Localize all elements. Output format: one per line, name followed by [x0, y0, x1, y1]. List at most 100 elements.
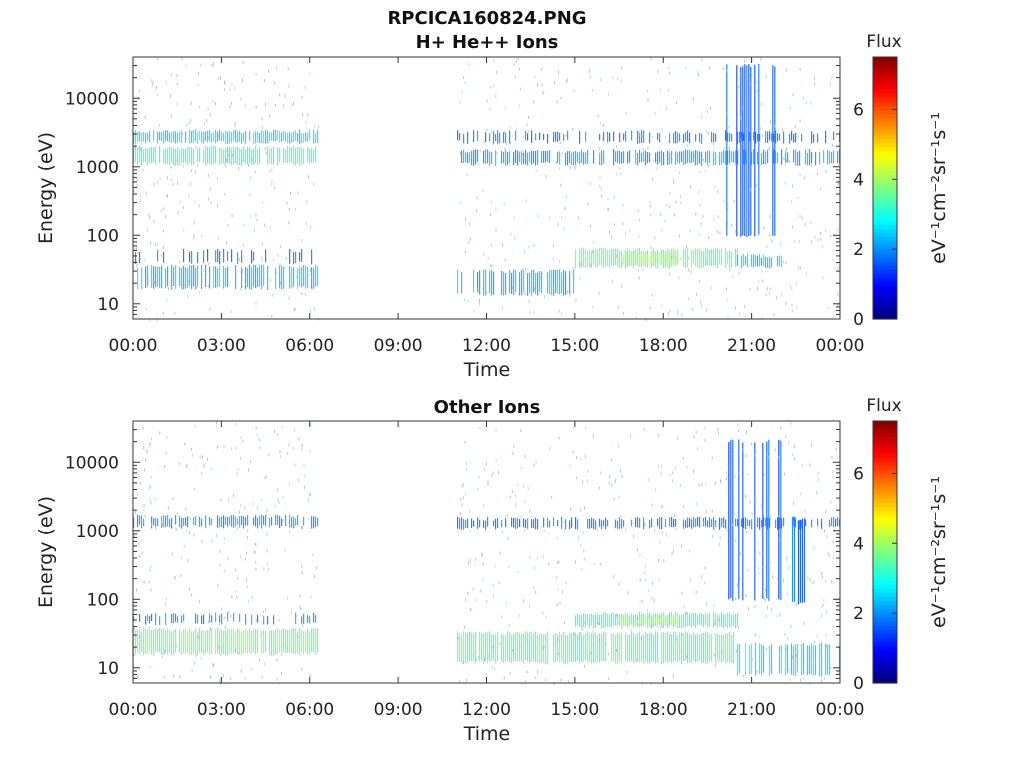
- heatmap-cell: [133, 627, 135, 631]
- heatmap-cell: [752, 657, 754, 661]
- heatmap-cell: [716, 248, 719, 269]
- heatmap-cell: [734, 475, 736, 479]
- heatmap-cell: [238, 651, 240, 655]
- heatmap-cell: [647, 253, 649, 265]
- heatmap-cell: [545, 615, 547, 619]
- heatmap-cell: [265, 151, 267, 155]
- heatmap-cell: [209, 187, 211, 191]
- heatmap-cell: [746, 214, 748, 217]
- heatmap-cell: [313, 182, 315, 186]
- heatmap-cell: [459, 133, 461, 141]
- heatmap-cell: [521, 151, 523, 165]
- heatmap-cell: [306, 200, 308, 204]
- heatmap-cell: [219, 129, 221, 141]
- colorbar-tick-label: 0: [853, 674, 864, 694]
- heatmap-cell: [626, 251, 629, 268]
- heatmap-cell: [282, 496, 284, 499]
- heatmap-cell: [167, 148, 169, 165]
- heatmap-cell: [605, 642, 607, 646]
- heatmap-cell: [695, 430, 697, 434]
- heatmap-cell: [197, 132, 199, 144]
- heatmap-cell: [643, 151, 645, 163]
- heatmap-cell: [650, 57, 652, 61]
- heatmap-cell: [259, 147, 261, 164]
- heatmap-cell: [251, 595, 253, 599]
- heatmap-cell: [612, 612, 615, 626]
- heatmap-cell: [698, 233, 700, 237]
- heatmap-cell: [301, 96, 303, 100]
- heatmap-cell: [165, 516, 167, 527]
- heatmap-cell: [632, 615, 635, 628]
- heatmap-cell: [140, 147, 142, 151]
- colorbar-swatch: [873, 629, 897, 635]
- heatmap-cell: [529, 655, 531, 659]
- heatmap-cell: [675, 618, 677, 624]
- heatmap-cell: [278, 618, 280, 622]
- heatmap-cell: [603, 520, 605, 527]
- heatmap-cell: [797, 520, 800, 605]
- heatmap-cell: [469, 560, 471, 564]
- heatmap-cell: [513, 633, 515, 662]
- heatmap-cell: [224, 88, 226, 92]
- heatmap-cell: [496, 151, 498, 155]
- heatmap-cell: [460, 152, 461, 155]
- heatmap-cell: [715, 152, 717, 165]
- heatmap-cell: [811, 240, 813, 244]
- heatmap-cell: [793, 240, 795, 244]
- heatmap-cell: [254, 560, 256, 564]
- heatmap-cell: [239, 629, 241, 655]
- heatmap-cell: [731, 634, 733, 664]
- heatmap-cell: [726, 612, 729, 629]
- heatmap-cell: [676, 101, 677, 104]
- heatmap-cell: [544, 295, 545, 299]
- heatmap-cell: [461, 485, 463, 488]
- heatmap-cell: [818, 643, 821, 677]
- heatmap-cell: [735, 539, 737, 543]
- heatmap-cell: [651, 518, 653, 528]
- heatmap-cell: [195, 129, 197, 142]
- heatmap-cell: [795, 281, 797, 285]
- heatmap-cell: [299, 129, 301, 144]
- heatmap-cell: [592, 305, 594, 309]
- heatmap-cell: [545, 678, 547, 682]
- heatmap-cell: [600, 194, 602, 198]
- heatmap-cell: [201, 265, 203, 290]
- heatmap-cell: [753, 149, 755, 165]
- heatmap-cell: [613, 195, 615, 199]
- heatmap-cell: [769, 518, 771, 528]
- heatmap-cell: [303, 463, 305, 467]
- heatmap-cell: [797, 196, 799, 200]
- heatmap-cell: [274, 430, 275, 433]
- heatmap-cell: [648, 589, 650, 592]
- heatmap-cell: [535, 590, 537, 594]
- heatmap-cell: [201, 455, 203, 459]
- heatmap-cell: [485, 632, 487, 662]
- heatmap-cell: [627, 247, 628, 251]
- heatmap-cell: [720, 478, 722, 482]
- heatmap-cell: [273, 630, 275, 656]
- heatmap-cell: [740, 255, 743, 269]
- heatmap-cell: [698, 248, 701, 269]
- heatmap-cell: [162, 655, 164, 659]
- heatmap-cell: [218, 623, 220, 627]
- heatmap-cell: [197, 148, 199, 163]
- heatmap-cell: [307, 174, 309, 178]
- heatmap-cell: [227, 131, 229, 144]
- heatmap-cell: [546, 274, 548, 277]
- heatmap-cell: [705, 510, 707, 514]
- heatmap-cell: [301, 525, 302, 529]
- heatmap-cell: [627, 634, 629, 663]
- heatmap-cell: [660, 625, 662, 629]
- heatmap-cell: [828, 553, 830, 557]
- heatmap-cell: [163, 229, 165, 233]
- heatmap-cell: [778, 439, 780, 600]
- heatmap-cell: [641, 636, 642, 640]
- heatmap-cell: [623, 617, 625, 626]
- heatmap-cell: [689, 229, 691, 233]
- heatmap-cell: [739, 551, 741, 555]
- heatmap-cell: [237, 518, 239, 525]
- heatmap-cell: [659, 251, 661, 265]
- heatmap-cell: [199, 130, 201, 140]
- heatmap-cell: [151, 523, 152, 526]
- heatmap-cell: [816, 491, 818, 495]
